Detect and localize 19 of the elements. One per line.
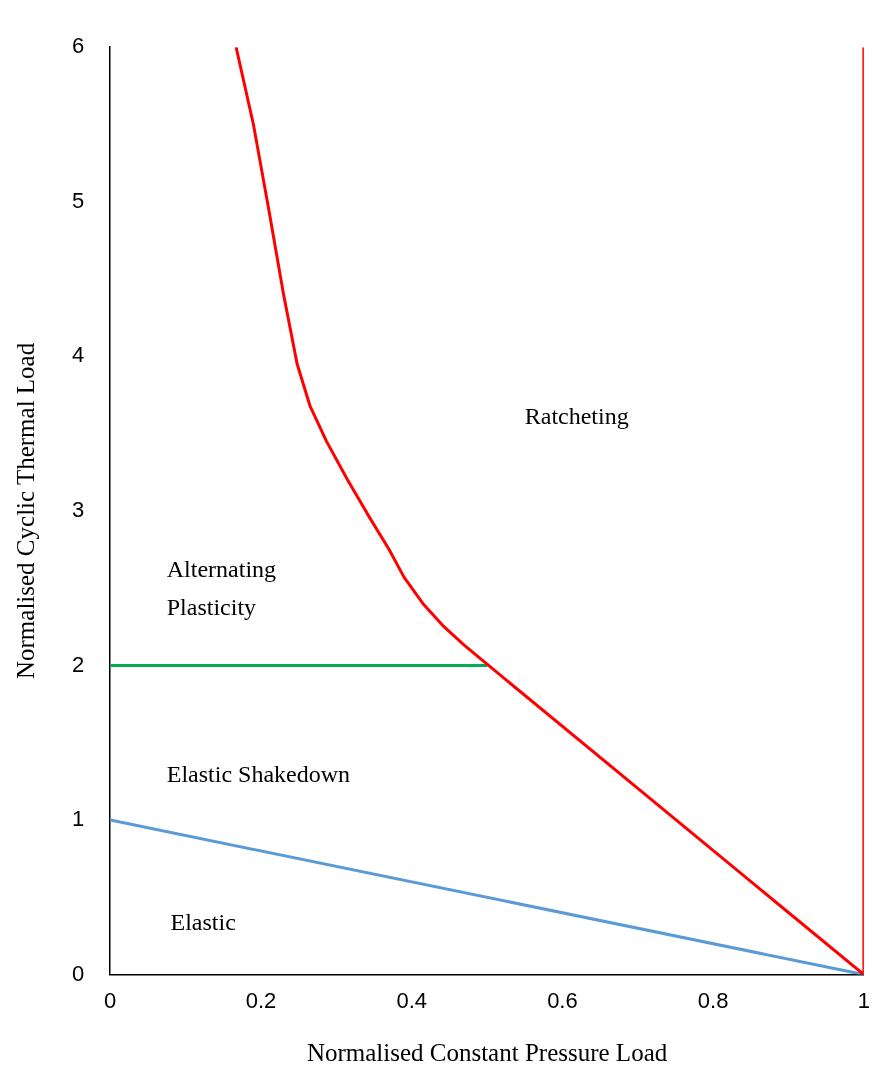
x-tick-label: 0.2 [245,987,277,1013]
y-axis-title: Normalised Cyclic Thermal Load [11,342,39,680]
y-tick-label: 4 [71,342,85,368]
y-tick-label: 0 [71,960,85,986]
x-axis-title: Normalised Constant Pressure Load [306,1038,668,1066]
y-tick-label: 3 [71,496,85,522]
x-tick-label: 1 [857,987,871,1013]
x-tick-label: 0.8 [697,987,729,1013]
x-tick-label: 0.4 [396,987,427,1013]
y-tick-label: 6 [71,33,85,59]
y-tick-label: 1 [71,806,85,832]
annotation: Elastic [170,908,236,935]
x-tick-label: 0.6 [547,987,578,1013]
x-tick-label: 0 [104,987,117,1013]
annotation: Ratcheting [524,403,629,430]
annotation: Elastic Shakedown [166,760,351,787]
annotation: Alternating Plasticity [166,556,277,621]
y-tick-label: 2 [71,651,85,677]
y-tick-label: 5 [71,187,85,213]
